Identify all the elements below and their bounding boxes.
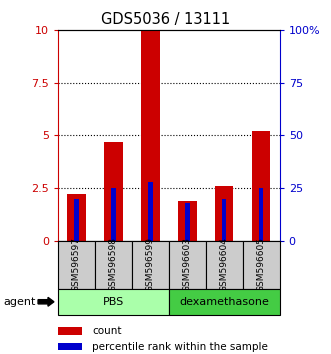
Text: GSM596597: GSM596597: [72, 237, 81, 292]
Bar: [132, 241, 169, 289]
Bar: [148, 182, 153, 241]
Text: GSM596599: GSM596599: [146, 237, 155, 292]
Text: GDS5036 / 13111: GDS5036 / 13111: [101, 12, 230, 27]
Text: GSM596598: GSM596598: [109, 237, 118, 292]
Bar: [58, 289, 169, 315]
Bar: [58, 343, 82, 350]
Bar: [74, 199, 79, 241]
Text: GSM596604: GSM596604: [220, 237, 229, 292]
Bar: [67, 194, 86, 241]
Bar: [252, 131, 270, 241]
Bar: [95, 241, 132, 289]
Text: GSM596603: GSM596603: [183, 237, 192, 292]
Bar: [222, 199, 226, 241]
Bar: [58, 241, 95, 289]
Bar: [215, 186, 233, 241]
Bar: [185, 203, 190, 241]
Bar: [206, 241, 243, 289]
Bar: [178, 201, 197, 241]
Bar: [104, 142, 122, 241]
Text: percentile rank within the sample: percentile rank within the sample: [92, 342, 268, 352]
Bar: [58, 327, 82, 335]
Bar: [243, 241, 280, 289]
Text: count: count: [92, 326, 122, 336]
Text: dexamethasone: dexamethasone: [179, 297, 269, 307]
Text: PBS: PBS: [103, 297, 124, 307]
Text: agent: agent: [3, 297, 36, 307]
Bar: [111, 188, 116, 241]
Bar: [169, 289, 280, 315]
Bar: [141, 30, 160, 241]
Bar: [169, 241, 206, 289]
Text: GSM596605: GSM596605: [257, 237, 266, 292]
Bar: [259, 188, 263, 241]
